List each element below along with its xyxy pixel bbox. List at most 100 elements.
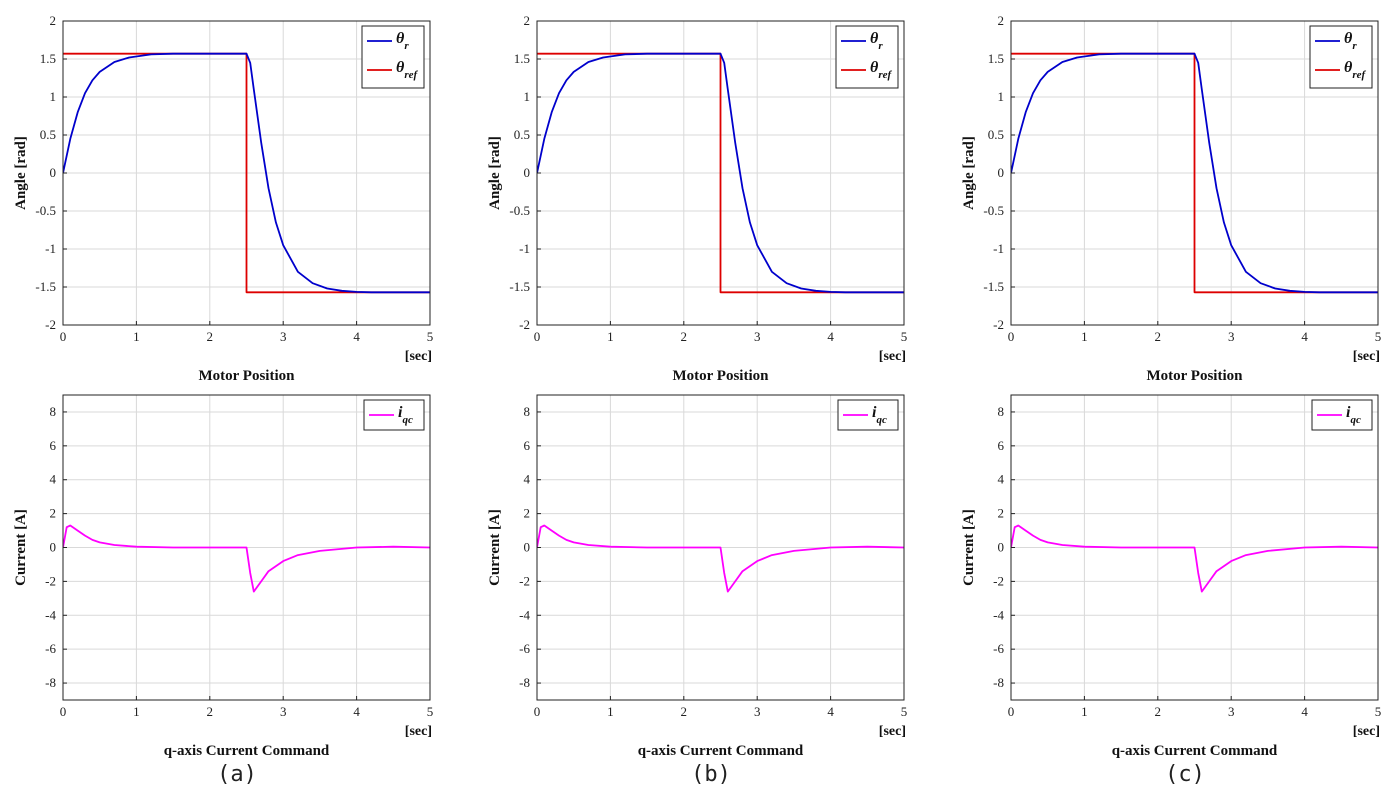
x-axis-label: [sec]	[879, 349, 906, 364]
x-tick-label: 4	[1301, 704, 1308, 719]
y-tick-label: 8	[998, 404, 1005, 419]
x-tick-label: 5	[901, 329, 908, 344]
y-tick-label: 8	[50, 404, 57, 419]
y-tick-label: -1	[45, 241, 56, 256]
y-tick-label: 8	[524, 404, 531, 419]
x-tick-label: 5	[1375, 704, 1382, 719]
y-tick-label: -0.5	[509, 203, 530, 218]
y-tick-label: -6	[993, 641, 1004, 656]
x-axis-label: [sec]	[1353, 349, 1380, 364]
chart-title: Motor Position	[199, 368, 296, 384]
y-axis-label: Current [A]	[961, 509, 977, 586]
x-tick-label: 1	[133, 329, 140, 344]
legend-entry-r: θr	[396, 30, 409, 52]
x-tick-label: 3	[754, 329, 761, 344]
y-tick-label: 0	[524, 165, 531, 180]
x-tick-label: 0	[60, 704, 67, 719]
legend-entry-ref: θref	[396, 59, 418, 81]
y-tick-label: -2	[993, 573, 1004, 588]
chart-motor-position-b: 0 1 2 3 4 5 2 1.5 1 0.5 0 -0.5 -1 -1.5 -2 [sec] Angle [r…	[487, 13, 907, 384]
chart-title: Motor Position	[1147, 368, 1244, 384]
chart-current-command-c: 0 1 2 3 4 5 8 6 4 2 0 -2 -4 -6 -8 [sec] Current [A] q-axi…	[961, 394, 1382, 759]
x-tick-label: 3	[1228, 329, 1235, 344]
y-axis-label: Angle [rad]	[13, 136, 29, 210]
y-tick-label: -1	[519, 241, 530, 256]
x-axis-label: [sec]	[1353, 724, 1380, 739]
x-axis-label: [sec]	[405, 724, 432, 739]
x-tick-label: 1	[1081, 704, 1088, 719]
x-tick-label: 5	[427, 704, 434, 719]
y-tick-label: -4	[45, 607, 56, 622]
y-tick-label: 1	[998, 89, 1005, 104]
legend-entry-qc: iqc	[398, 404, 413, 426]
y-tick-label: 0	[524, 540, 531, 555]
x-axis-label: [sec]	[405, 349, 432, 364]
series-line-qc	[63, 524, 430, 593]
x-tick-label: 4	[827, 329, 834, 344]
y-tick-label: -0.5	[983, 203, 1004, 218]
y-tick-label: 4	[50, 472, 57, 487]
x-tick-label: 5	[1375, 329, 1382, 344]
y-tick-label: 2	[50, 13, 57, 28]
y-tick-label: 0	[998, 540, 1005, 555]
legend-box	[1309, 25, 1373, 89]
panel-label-c: (c)	[1165, 762, 1205, 787]
x-tick-label: 2	[681, 704, 688, 719]
y-tick-label: -1.5	[509, 279, 530, 294]
y-axis-label: Angle [rad]	[487, 136, 503, 210]
legend-entry-ref: θref	[1344, 59, 1366, 81]
chart-title: q-axis Current Command	[638, 743, 804, 759]
series-line-r	[63, 52, 430, 294]
y-tick-label: 1.5	[40, 51, 56, 66]
x-tick-label: 0	[60, 329, 67, 344]
y-tick-label: 6	[998, 438, 1005, 453]
x-tick-label: 4	[353, 329, 360, 344]
x-tick-label: 2	[1155, 704, 1162, 719]
legend-box	[361, 25, 425, 89]
y-tick-label: -1.5	[35, 279, 56, 294]
x-tick-label: 5	[427, 329, 434, 344]
y-tick-label: -2	[993, 317, 1004, 332]
series-line-qc	[537, 524, 904, 593]
x-tick-label: 2	[1155, 329, 1162, 344]
y-tick-label: -6	[519, 641, 530, 656]
y-tick-label: 0	[50, 165, 57, 180]
legend-box	[835, 25, 899, 89]
x-tick-label: 2	[681, 329, 688, 344]
chart-title: q-axis Current Command	[164, 743, 330, 759]
series-line-r	[537, 52, 904, 294]
x-tick-label: 1	[133, 704, 140, 719]
y-tick-label: 4	[524, 472, 531, 487]
legend-entry-qc: iqc	[872, 404, 887, 426]
y-tick-label: 4	[998, 472, 1005, 487]
y-axis-label: Current [A]	[13, 509, 29, 586]
y-tick-label: 0.5	[514, 127, 530, 142]
chart-current-command-a: 0 1 2 3 4 5 8 6 4 2 0 -2 -4 -6 -8 [sec] Current [A] q-axi…	[13, 394, 434, 759]
series-line-qc	[1011, 524, 1378, 593]
y-axis-label: Angle [rad]	[961, 136, 977, 210]
x-tick-label: 0	[1008, 704, 1015, 719]
chart-motor-position-c: 0 1 2 3 4 5 2 1.5 1 0.5 0 -0.5 -1 -1.5 -2 [sec] Angle [r…	[961, 13, 1381, 384]
y-tick-label: 1	[524, 89, 531, 104]
x-tick-label: 0	[534, 329, 541, 344]
y-tick-label: -2	[519, 317, 530, 332]
x-tick-label: 1	[607, 329, 614, 344]
y-tick-label: 2	[50, 506, 57, 521]
x-tick-label: 3	[280, 329, 287, 344]
x-tick-label: 4	[827, 704, 834, 719]
chart-title: Motor Position	[673, 368, 770, 384]
chart-title: q-axis Current Command	[1112, 743, 1278, 759]
x-tick-label: 3	[1228, 704, 1235, 719]
y-tick-label: -1.5	[983, 279, 1004, 294]
y-tick-label: 1.5	[514, 51, 530, 66]
x-tick-label: 2	[207, 704, 214, 719]
y-axis-label: Current [A]	[487, 509, 503, 586]
x-tick-label: 1	[607, 704, 614, 719]
y-tick-label: -8	[45, 675, 56, 690]
chart-motor-position-a: 0 1 2 3 4 5 2 1.5 1 0.5 0 -0.5 -1 -1.5 -2 [sec] Angle [r…	[13, 13, 433, 384]
y-tick-label: -6	[45, 641, 56, 656]
panel-label-b: (b)	[691, 762, 731, 787]
y-tick-label: -4	[519, 607, 530, 622]
x-tick-label: 2	[207, 329, 214, 344]
